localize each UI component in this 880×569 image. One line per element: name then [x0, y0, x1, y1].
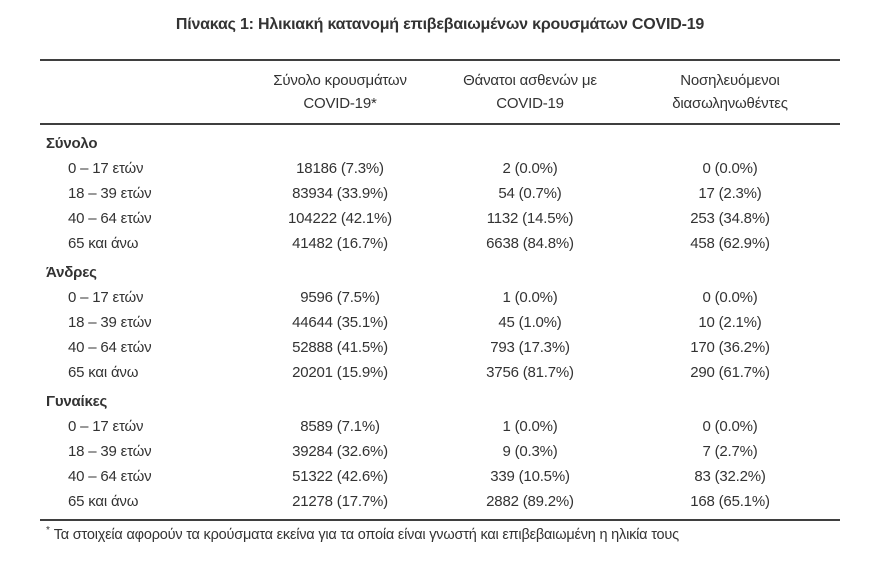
intubated-cell: 0 (0.0%): [702, 418, 758, 435]
table-row: 40 – 64 ετών 51322 (42.6%) 339 (10.5%) 8…: [40, 464, 840, 489]
section-header-total: Σύνολο: [40, 131, 840, 156]
intubated-cell: 168 (65.1%): [690, 493, 770, 510]
cases-cell: 21278 (17.7%): [292, 493, 388, 510]
age-group-label: 0 – 17 ετών: [68, 289, 144, 306]
column-header-cases-line2: COVID-19*: [303, 95, 377, 112]
column-header-deaths-line2: COVID-19: [496, 95, 564, 112]
cases-cell: 51322 (42.6%): [292, 468, 388, 485]
column-header-intubated-line1: Νοσηλευόμενοι: [680, 72, 780, 89]
column-header-deaths-line1: Θάνατοι ασθενών με: [463, 72, 597, 89]
age-group-label: 0 – 17 ετών: [68, 160, 144, 177]
age-group-label: 40 – 64 ετών: [68, 210, 152, 227]
table-row: 18 – 39 ετών 39284 (32.6%) 9 (0.3%) 7 (2…: [40, 439, 840, 464]
table-body: Σύνολο 0 – 17 ετών 18186 (7.3%) 2 (0.0%)…: [40, 125, 840, 519]
table-row: 40 – 64 ετών 104222 (42.1%) 1132 (14.5%)…: [40, 206, 840, 231]
intubated-cell: 10 (2.1%): [698, 314, 762, 331]
intubated-cell: 253 (34.8%): [690, 210, 770, 227]
footnote-asterisk: *: [46, 525, 50, 536]
intubated-cell: 83 (32.2%): [694, 468, 766, 485]
deaths-cell: 9 (0.3%): [502, 443, 558, 460]
table-title: Πίνακας 1: Ηλικιακή κατανομή επιβεβαιωμέ…: [175, 16, 705, 33]
cases-cell: 44644 (35.1%): [292, 314, 388, 331]
cases-cell: 20201 (15.9%): [292, 364, 388, 381]
table-header-row: Σύνολο κρουσμάτων COVID-19* Θάνατοι ασθε…: [40, 61, 840, 125]
intubated-cell: 17 (2.3%): [698, 185, 762, 202]
deaths-cell: 2882 (89.2%): [486, 493, 574, 510]
column-header-cases: Σύνολο κρουσμάτων COVID-19*: [240, 69, 440, 115]
cases-cell: 8589 (7.1%): [300, 418, 380, 435]
age-group-label: 0 – 17 ετών: [68, 418, 144, 435]
deaths-cell: 1 (0.0%): [502, 289, 558, 306]
covid-age-distribution-table: Σύνολο κρουσμάτων COVID-19* Θάνατοι ασθε…: [40, 59, 840, 521]
cases-cell: 9596 (7.5%): [300, 289, 380, 306]
intubated-cell: 0 (0.0%): [702, 289, 758, 306]
footnote: * Τα στοιχεία αφορούν τα κρούσματα εκείνα…: [40, 525, 840, 543]
age-group-label: 40 – 64 ετών: [68, 339, 152, 356]
age-group-label: 18 – 39 ετών: [68, 185, 152, 202]
cases-cell: 18186 (7.3%): [296, 160, 384, 177]
column-header-deaths: Θάνατοι ασθενών με COVID-19: [440, 69, 620, 115]
cases-cell: 83934 (33.9%): [292, 185, 388, 202]
intubated-cell: 7 (2.7%): [702, 443, 758, 460]
section-header-women: Γυναίκες: [40, 389, 840, 414]
column-header-cases-line1: Σύνολο κρουσμάτων: [273, 72, 407, 89]
intubated-cell: 170 (36.2%): [690, 339, 770, 356]
column-header-intubated: Νοσηλευόμενοι διασωληνωθέντες: [620, 69, 840, 115]
table-row: 65 και άνω 21278 (17.7%) 2882 (89.2%) 16…: [40, 489, 840, 514]
cases-cell: 104222 (42.1%): [288, 210, 392, 227]
age-group-label: 65 και άνω: [68, 493, 139, 510]
table-row: 18 – 39 ετών 44644 (35.1%) 45 (1.0%) 10 …: [40, 310, 840, 335]
deaths-cell: 6638 (84.8%): [486, 235, 574, 252]
age-group-label: 40 – 64 ετών: [68, 468, 152, 485]
cases-cell: 41482 (16.7%): [292, 235, 388, 252]
deaths-cell: 1 (0.0%): [502, 418, 558, 435]
footnote-text: Τα στοιχεία αφορούν τα κρούσματα εκείνα …: [53, 526, 679, 543]
deaths-cell: 3756 (81.7%): [486, 364, 574, 381]
table-row: 65 και άνω 41482 (16.7%) 6638 (84.8%) 45…: [40, 231, 840, 256]
deaths-cell: 2 (0.0%): [502, 160, 558, 177]
deaths-cell: 54 (0.7%): [498, 185, 562, 202]
table-row: 0 – 17 ετών 9596 (7.5%) 1 (0.0%) 0 (0.0%…: [40, 285, 840, 310]
cases-cell: 52888 (41.5%): [292, 339, 388, 356]
table-row: 0 – 17 ετών 8589 (7.1%) 1 (0.0%) 0 (0.0%…: [40, 414, 840, 439]
deaths-cell: 339 (10.5%): [490, 468, 570, 485]
column-header-intubated-line2: διασωληνωθέντες: [672, 95, 788, 112]
section-label: Άνδρες: [46, 264, 97, 281]
table-row: 0 – 17 ετών 18186 (7.3%) 2 (0.0%) 0 (0.0…: [40, 156, 840, 181]
cases-cell: 39284 (32.6%): [292, 443, 388, 460]
section-header-men: Άνδρες: [40, 260, 840, 285]
age-group-label: 18 – 39 ετών: [68, 443, 152, 460]
column-header-empty: [40, 69, 240, 115]
section-label: Γυναίκες: [46, 393, 108, 410]
intubated-cell: 0 (0.0%): [702, 160, 758, 177]
table-row: 18 – 39 ετών 83934 (33.9%) 54 (0.7%) 17 …: [40, 181, 840, 206]
deaths-cell: 45 (1.0%): [498, 314, 562, 331]
deaths-cell: 1132 (14.5%): [486, 210, 574, 227]
age-group-label: 18 – 39 ετών: [68, 314, 152, 331]
table-row: 65 και άνω 20201 (15.9%) 3756 (81.7%) 29…: [40, 360, 840, 385]
age-group-label: 65 και άνω: [68, 235, 139, 252]
intubated-cell: 290 (61.7%): [690, 364, 770, 381]
intubated-cell: 458 (62.9%): [690, 235, 770, 252]
age-group-label: 65 και άνω: [68, 364, 139, 381]
section-label: Σύνολο: [46, 135, 98, 152]
deaths-cell: 793 (17.3%): [490, 339, 570, 356]
table-row: 40 – 64 ετών 52888 (41.5%) 793 (17.3%) 1…: [40, 335, 840, 360]
